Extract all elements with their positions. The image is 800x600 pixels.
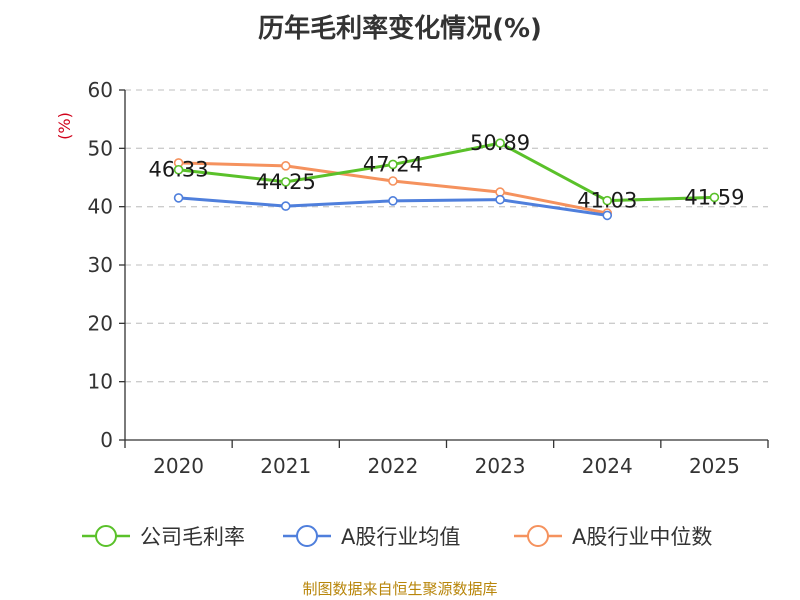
y-tick-label: 50 xyxy=(88,136,113,160)
x-tick-label: 2023 xyxy=(475,454,526,478)
x-tick-label: 2024 xyxy=(582,454,633,478)
data-label: 41.03 xyxy=(577,189,637,213)
legend-label: A股行业中位数 xyxy=(572,525,712,549)
data-point xyxy=(280,201,291,211)
data-point xyxy=(602,195,613,206)
y-tick-label: 10 xyxy=(88,370,113,394)
data-point xyxy=(602,210,613,221)
axis-layer: 0 10 20 30 40 50 60 (%) 2020 2021 2022 2023 2024 2025 xyxy=(55,78,769,478)
grid-layer xyxy=(125,89,768,383)
data-point xyxy=(709,192,720,203)
series-line xyxy=(178,141,715,203)
x-tick-label: 2025 xyxy=(689,454,740,478)
data-point xyxy=(280,161,291,171)
data-label: 41.59 xyxy=(684,185,744,209)
x-tick-label: 2020 xyxy=(153,454,204,478)
legend-swatch-marker xyxy=(296,525,318,547)
chart-title: 历年毛利率变化情况(%) xyxy=(258,14,542,44)
legend: 公司毛利率 A股行业均值 A股行业中位数 xyxy=(82,525,712,549)
y-axis-label: (%) xyxy=(55,112,74,140)
y-tick-label: 30 xyxy=(88,253,113,277)
y-tick-label: 0 xyxy=(100,428,113,452)
x-tick-label: 2021 xyxy=(260,454,311,478)
y-tick-label: 60 xyxy=(88,78,113,102)
data-point xyxy=(388,159,398,170)
x-tick-label: 2022 xyxy=(367,454,418,478)
data-point xyxy=(495,194,505,205)
legend-swatch-marker xyxy=(527,525,549,547)
data-point xyxy=(173,164,184,175)
data-label: 46.33 xyxy=(149,158,209,182)
source-note: 制图数据来自恒生聚源数据库 xyxy=(302,580,498,598)
legend-label: A股行业均值 xyxy=(341,525,460,549)
data-point xyxy=(173,193,184,203)
data-label: 47.24 xyxy=(363,152,423,176)
data-label: 50.89 xyxy=(470,131,530,155)
legend-swatch-marker xyxy=(95,525,117,547)
legend-label: 公司毛利率 xyxy=(140,525,245,549)
series-layer xyxy=(173,138,720,221)
y-tick-label: 40 xyxy=(88,195,113,219)
data-point xyxy=(280,177,291,187)
data-label: 44.25 xyxy=(256,170,316,194)
data-point xyxy=(388,196,398,206)
label-layer: 46.33 44.25 47.24 50.89 41.03 41.59 xyxy=(149,131,745,213)
y-tick-label: 20 xyxy=(88,311,113,335)
data-point xyxy=(388,176,398,186)
data-point xyxy=(495,138,505,148)
